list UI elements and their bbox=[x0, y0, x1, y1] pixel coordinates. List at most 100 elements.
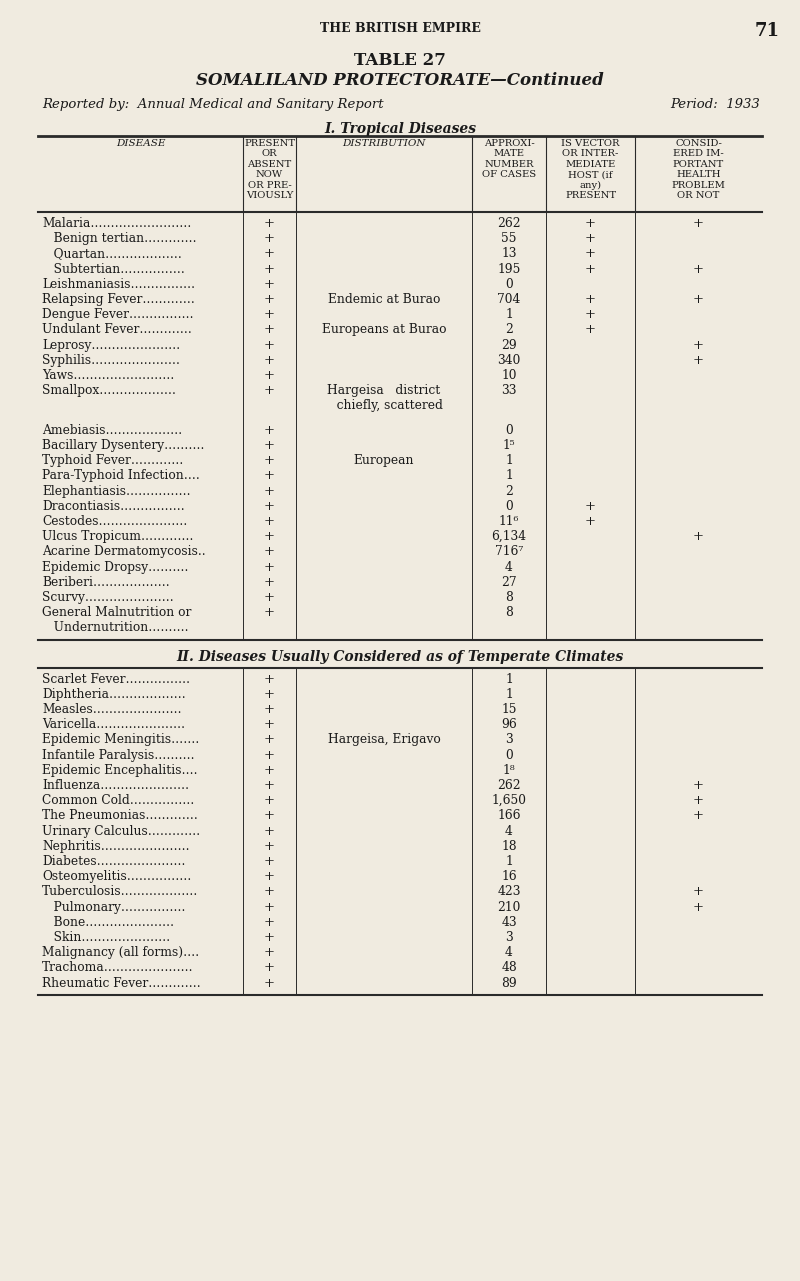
Text: Influenza………………….: Influenza…………………. bbox=[42, 779, 189, 792]
Text: +: + bbox=[264, 870, 275, 883]
Text: +: + bbox=[693, 293, 704, 306]
Text: +: + bbox=[693, 810, 704, 822]
Text: 18: 18 bbox=[501, 840, 517, 853]
Text: 1: 1 bbox=[505, 455, 513, 468]
Text: 1⁵: 1⁵ bbox=[502, 439, 515, 452]
Text: +: + bbox=[264, 748, 275, 761]
Text: 2: 2 bbox=[505, 484, 513, 497]
Text: Epidemic Dropsy……….: Epidemic Dropsy………. bbox=[42, 561, 188, 574]
Text: +: + bbox=[264, 369, 275, 382]
Text: General Malnutrition or
   Undernutrition……….: General Malnutrition or Undernutrition……… bbox=[42, 606, 191, 634]
Text: SOMALILAND PROTECTORATE—Continued: SOMALILAND PROTECTORATE—Continued bbox=[196, 72, 604, 88]
Text: +: + bbox=[264, 278, 275, 291]
Text: 1: 1 bbox=[505, 469, 513, 483]
Text: +: + bbox=[264, 916, 275, 929]
Text: 29: 29 bbox=[501, 338, 517, 351]
Text: +: + bbox=[264, 500, 275, 512]
Text: +: + bbox=[264, 323, 275, 337]
Text: IS VECTOR
OR INTER-
MEDIATE
HOST (if
any)
PRESENT: IS VECTOR OR INTER- MEDIATE HOST (if any… bbox=[562, 140, 620, 200]
Text: 55: 55 bbox=[502, 232, 517, 245]
Text: +: + bbox=[693, 885, 704, 898]
Text: Smallpox……………….: Smallpox………………. bbox=[42, 384, 176, 397]
Text: +: + bbox=[264, 947, 275, 959]
Text: Measles………………….: Measles…………………. bbox=[42, 703, 182, 716]
Text: 716⁷: 716⁷ bbox=[495, 546, 523, 559]
Text: Leishmaniasis…………….: Leishmaniasis……………. bbox=[42, 278, 195, 291]
Text: +: + bbox=[585, 293, 596, 306]
Text: Acarine Dermatomycosis..: Acarine Dermatomycosis.. bbox=[42, 546, 206, 559]
Text: +: + bbox=[264, 810, 275, 822]
Text: 0: 0 bbox=[505, 278, 513, 291]
Text: Undulant Fever………….: Undulant Fever…………. bbox=[42, 323, 192, 337]
Text: +: + bbox=[264, 515, 275, 528]
Text: 8: 8 bbox=[505, 591, 513, 603]
Text: +: + bbox=[585, 515, 596, 528]
Text: +: + bbox=[264, 840, 275, 853]
Text: +: + bbox=[264, 854, 275, 869]
Text: Trachoma………………….: Trachoma…………………. bbox=[42, 961, 194, 975]
Text: 4: 4 bbox=[505, 561, 513, 574]
Text: European: European bbox=[354, 455, 414, 468]
Text: Bacillary Dysentery……….: Bacillary Dysentery………. bbox=[42, 439, 204, 452]
Text: Rheumatic Fever………….: Rheumatic Fever…………. bbox=[42, 976, 201, 989]
Text: 71: 71 bbox=[755, 22, 780, 40]
Text: 340: 340 bbox=[498, 354, 521, 366]
Text: 1: 1 bbox=[505, 688, 513, 701]
Text: 89: 89 bbox=[501, 976, 517, 989]
Text: +: + bbox=[264, 591, 275, 603]
Text: Quartan……………….: Quartan………………. bbox=[42, 247, 182, 260]
Text: 4: 4 bbox=[505, 825, 513, 838]
Text: +: + bbox=[264, 976, 275, 989]
Text: +: + bbox=[585, 323, 596, 337]
Text: 1⁸: 1⁸ bbox=[502, 763, 515, 776]
Text: +: + bbox=[264, 703, 275, 716]
Text: +: + bbox=[264, 763, 275, 776]
Text: +: + bbox=[264, 338, 275, 351]
Text: Yaws…………………….: Yaws……………………. bbox=[42, 369, 174, 382]
Text: 27: 27 bbox=[501, 575, 517, 589]
Text: +: + bbox=[693, 901, 704, 913]
Text: 2: 2 bbox=[505, 323, 513, 337]
Text: Leprosy………………….: Leprosy…………………. bbox=[42, 338, 180, 351]
Text: +: + bbox=[585, 500, 596, 512]
Text: +: + bbox=[264, 561, 275, 574]
Text: +: + bbox=[264, 424, 275, 437]
Text: Epidemic Encephalitis….: Epidemic Encephalitis…. bbox=[42, 763, 198, 776]
Text: Para-Typhoid Infection….: Para-Typhoid Infection…. bbox=[42, 469, 200, 483]
Text: Hargeisa   district
   chiefly, scattered: Hargeisa district chiefly, scattered bbox=[325, 384, 443, 412]
Text: 704: 704 bbox=[498, 293, 521, 306]
Text: +: + bbox=[585, 263, 596, 275]
Text: I. Tropical Diseases: I. Tropical Diseases bbox=[324, 122, 476, 136]
Text: 3: 3 bbox=[505, 733, 513, 747]
Text: 10: 10 bbox=[502, 369, 517, 382]
Text: +: + bbox=[264, 232, 275, 245]
Text: +: + bbox=[264, 530, 275, 543]
Text: +: + bbox=[693, 530, 704, 543]
Text: Benign tertian………….: Benign tertian…………. bbox=[42, 232, 197, 245]
Text: +: + bbox=[693, 794, 704, 807]
Text: APPROXI-
MATE
NUMBER
OF CASES: APPROXI- MATE NUMBER OF CASES bbox=[482, 140, 536, 179]
Text: +: + bbox=[264, 439, 275, 452]
Text: Beriberi……………….: Beriberi………………. bbox=[42, 575, 170, 589]
Text: PRESENT
OR
ABSENT
NOW
OR PRE-
VIOUSLY: PRESENT OR ABSENT NOW OR PRE- VIOUSLY bbox=[244, 140, 295, 200]
Text: +: + bbox=[264, 885, 275, 898]
Text: +: + bbox=[264, 484, 275, 497]
Text: +: + bbox=[693, 216, 704, 231]
Text: Ulcus Tropicum………….: Ulcus Tropicum…………. bbox=[42, 530, 194, 543]
Text: +: + bbox=[585, 232, 596, 245]
Text: Diphtheria……………….: Diphtheria………………. bbox=[42, 688, 186, 701]
Text: Hargeisa, Erigavo: Hargeisa, Erigavo bbox=[328, 733, 440, 747]
Text: +: + bbox=[585, 216, 596, 231]
Text: 262: 262 bbox=[497, 779, 521, 792]
Text: Typhoid Fever………….: Typhoid Fever…………. bbox=[42, 455, 183, 468]
Text: Endemic at Burao: Endemic at Burao bbox=[328, 293, 440, 306]
Text: 1: 1 bbox=[505, 854, 513, 869]
Text: +: + bbox=[264, 247, 275, 260]
Text: Malaria…………………….: Malaria……………………. bbox=[42, 216, 191, 231]
Text: Relapsing Fever………….: Relapsing Fever…………. bbox=[42, 293, 194, 306]
Text: The Pneumonias………….: The Pneumonias…………. bbox=[42, 810, 198, 822]
Text: +: + bbox=[585, 247, 596, 260]
Text: Subtertian…………….: Subtertian……………. bbox=[42, 263, 185, 275]
Text: 96: 96 bbox=[501, 719, 517, 731]
Text: +: + bbox=[264, 931, 275, 944]
